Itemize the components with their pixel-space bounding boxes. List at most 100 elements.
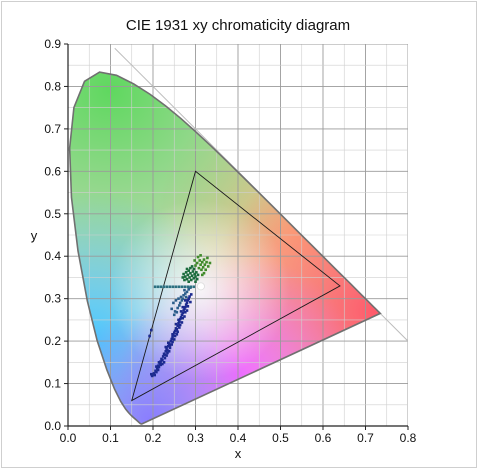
data-point <box>185 267 189 271</box>
data-point <box>204 268 207 272</box>
data-point <box>173 310 177 313</box>
data-point <box>155 366 159 370</box>
data-point <box>183 315 186 318</box>
data-point <box>184 305 187 309</box>
data-points <box>148 254 212 378</box>
data-point <box>195 261 199 265</box>
data-point <box>189 266 192 270</box>
y-tick-label: 0.0 <box>44 419 61 433</box>
data-point <box>192 276 196 280</box>
y-tick-label: 0.3 <box>44 292 61 306</box>
data-point <box>153 285 157 289</box>
data-point <box>186 285 190 289</box>
data-point <box>178 301 182 305</box>
x-tick-labels: 0.0 0.1 0.2 0.3 0.4 0.5 0.6 0.7 0.8 <box>60 426 417 445</box>
data-point <box>202 271 206 275</box>
data-point <box>173 329 177 333</box>
data-point <box>179 295 183 299</box>
x-tick-label: 0.7 <box>357 431 374 445</box>
data-point <box>150 374 154 378</box>
data-point <box>177 321 180 325</box>
x-tick-label: 0.8 <box>400 431 417 445</box>
data-point <box>170 307 173 311</box>
data-point <box>178 326 181 329</box>
data-point <box>173 334 177 338</box>
data-point <box>196 273 200 277</box>
data-point <box>208 261 212 265</box>
chart-title: CIE 1931 xy chromaticity diagram <box>126 17 350 34</box>
data-point <box>194 264 197 267</box>
data-point <box>185 290 189 294</box>
x-tick-label: 0.4 <box>230 431 247 445</box>
data-point <box>165 354 168 357</box>
white-point <box>196 282 205 291</box>
data-point <box>161 358 164 362</box>
x-tick-label: 0.3 <box>187 431 204 445</box>
data-point <box>179 316 183 319</box>
data-point <box>178 320 181 323</box>
data-point <box>176 330 179 334</box>
data-point <box>181 316 185 320</box>
data-point <box>161 355 165 358</box>
data-point <box>185 277 189 281</box>
data-point <box>171 333 174 336</box>
data-point <box>190 274 194 278</box>
data-point <box>183 288 186 292</box>
data-point <box>168 346 172 350</box>
data-point <box>159 285 163 289</box>
data-point <box>171 285 175 289</box>
data-point <box>156 285 160 289</box>
data-point <box>184 271 188 274</box>
data-point <box>148 334 151 338</box>
data-point <box>167 344 170 348</box>
data-point <box>174 299 178 302</box>
data-point <box>201 273 204 277</box>
data-point <box>166 351 169 355</box>
data-point <box>161 362 164 366</box>
data-point <box>164 350 168 353</box>
data-point <box>170 337 173 341</box>
data-point <box>186 305 190 308</box>
data-point <box>184 299 187 302</box>
data-point <box>186 273 190 277</box>
data-point <box>180 321 184 324</box>
data-point <box>202 258 206 261</box>
data-point <box>165 285 169 289</box>
y-tick-label: 0.6 <box>44 164 61 178</box>
data-point <box>183 307 186 311</box>
x-tick-label: 0.2 <box>145 431 162 445</box>
data-point <box>167 350 171 353</box>
data-point <box>178 304 181 307</box>
data-point <box>184 310 187 314</box>
data-point <box>157 361 161 364</box>
data-point <box>159 360 162 363</box>
data-point <box>192 267 196 271</box>
x-tick-label: 0.5 <box>272 431 289 445</box>
data-point <box>159 363 162 367</box>
data-point <box>180 285 184 289</box>
data-point <box>195 271 198 274</box>
data-point <box>199 263 202 267</box>
data-point <box>186 299 190 302</box>
data-point <box>181 311 185 315</box>
data-point <box>187 269 190 272</box>
data-point <box>150 328 153 332</box>
x-tick-label: 0.0 <box>60 431 77 445</box>
data-point <box>172 338 176 341</box>
data-point <box>187 280 190 283</box>
data-point <box>187 297 190 300</box>
x-axis-label: x <box>235 446 242 461</box>
data-point <box>172 301 175 305</box>
data-point <box>187 288 190 291</box>
white-point-marker <box>196 282 205 291</box>
data-point <box>175 310 179 314</box>
data-point <box>171 335 174 339</box>
data-point <box>174 322 178 326</box>
data-point <box>184 292 187 295</box>
data-point <box>189 271 192 275</box>
data-point <box>152 372 156 375</box>
y-tick-label: 0.2 <box>44 334 61 348</box>
y-tick-label: 0.7 <box>44 122 61 136</box>
data-point <box>188 276 191 279</box>
y-tick-label: 0.9 <box>44 37 61 51</box>
